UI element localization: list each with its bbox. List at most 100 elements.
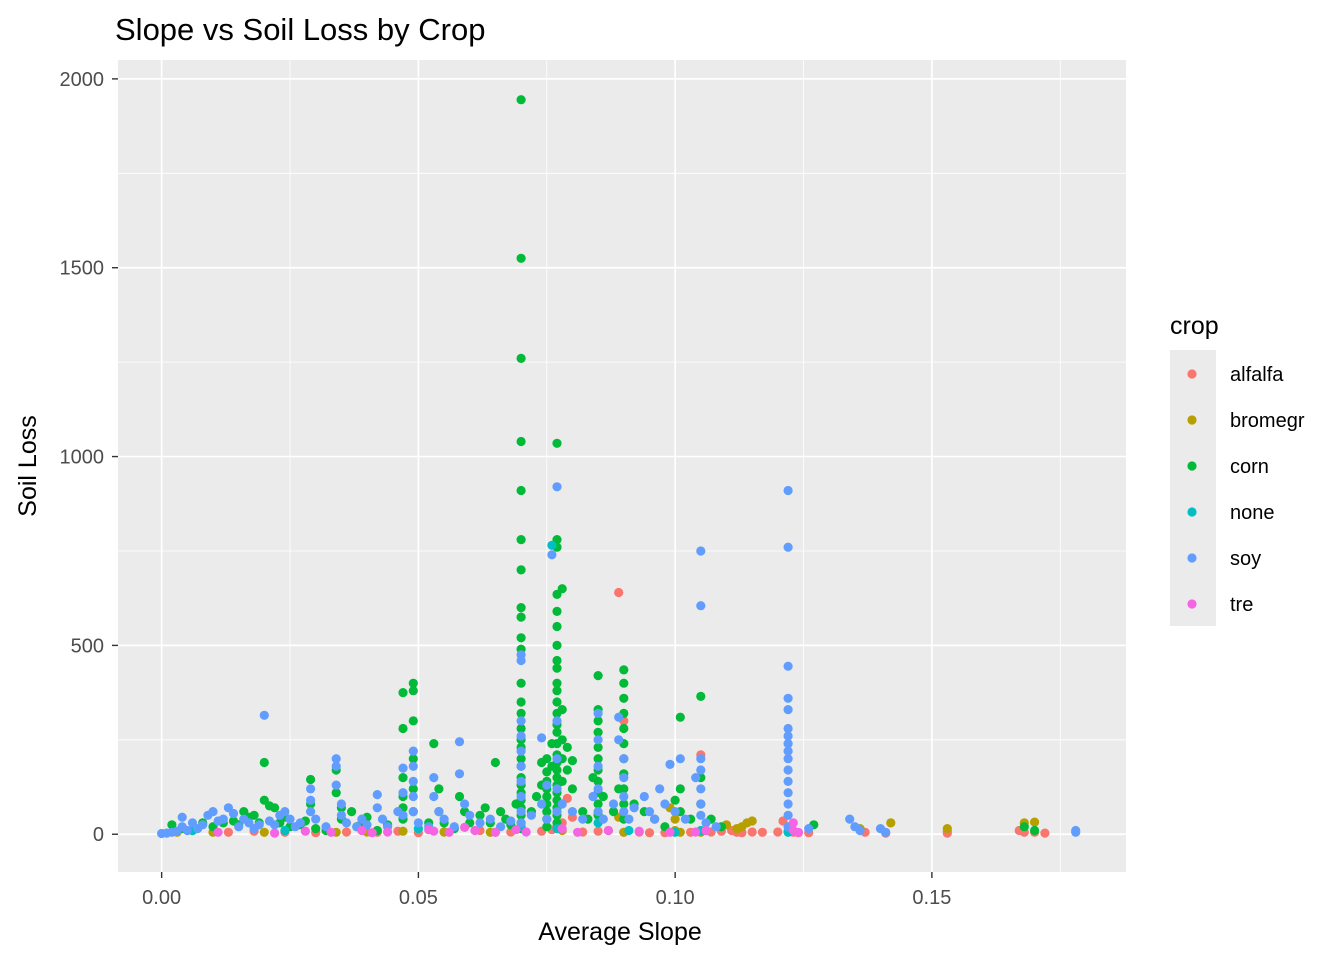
data-point-soy [542,814,552,824]
data-point-corn [593,716,603,726]
data-point-bromegr [1030,817,1040,827]
data-point-soy [608,799,619,809]
data-point-corn [552,621,562,632]
data-point-corn [675,784,685,794]
data-point-corn [516,565,526,575]
data-point-soy [434,807,444,817]
data-point-soy [783,739,793,749]
legend-key-background [1170,350,1216,626]
data-point-corn [311,824,321,834]
data-point-corn [1019,822,1029,832]
data-point-corn [593,776,603,787]
data-point-soy [537,799,547,809]
data-point-soy [804,824,814,834]
y-tick-label: 2000 [60,69,105,91]
data-point-none [280,825,290,836]
data-point-soy [408,791,418,802]
legend-label-none: none [1230,502,1275,524]
data-point-tre [701,825,711,836]
data-point-tre [573,827,583,837]
data-point-alfalfa [1040,828,1050,838]
legend-label-bromegr: bromegr [1230,410,1305,432]
data-point-soy [639,791,649,802]
legend-key-corn [1187,461,1197,471]
data-point-corn [408,678,418,688]
data-point-soy [665,759,675,770]
data-point-soy [783,754,793,764]
plot-panel [118,60,1126,872]
data-point-tre [444,827,454,837]
data-point-corn [619,784,629,794]
data-point-soy [475,818,485,828]
data-point-soy [593,708,603,719]
legend-key-bromegr [1187,415,1197,425]
y-tick-label: 1500 [60,258,105,280]
data-point-tre [691,827,701,837]
data-point-corn [619,693,629,703]
data-point-soy [398,810,408,820]
data-points [157,95,1081,839]
y-axis-ticks: 0 500 1000 1500 2000 [60,69,118,846]
data-point-none [624,825,634,836]
data-point-corn [516,678,526,688]
data-point-corn [398,773,408,783]
y-tick-label: 1000 [60,447,105,469]
data-point-corn [542,822,552,832]
data-point-soy [619,791,629,802]
data-point-soy [526,810,537,820]
data-point-soy [408,761,418,771]
data-point-soy [783,693,793,703]
data-point-soy [280,807,290,817]
y-tick-label: 500 [71,635,104,657]
data-point-corn [490,757,500,768]
data-point-alfalfa [773,827,783,837]
data-point-corn [567,756,578,766]
data-point-corn [557,705,567,715]
data-point-corn [531,791,542,802]
data-point-corn [306,774,316,785]
legend-label-corn: corn [1230,456,1269,478]
data-point-soy [567,807,578,817]
data-point-tre [490,827,500,837]
data-point-corn [496,807,506,817]
data-point-soy [614,735,624,745]
data-point-soy [228,808,239,819]
data-point-corn [552,606,562,617]
legend-items: alfalfa bromegr corn none soy tre [1187,364,1305,616]
data-point-corn [398,688,408,698]
data-point-soy [372,790,382,800]
data-point-soy [259,710,269,720]
data-point-corn [259,757,269,768]
data-point-soy [696,546,706,556]
data-point-soy [177,812,187,822]
y-axis-title: Soil Loss [14,415,42,516]
data-point-soy [696,754,706,764]
data-point-corn [619,678,629,688]
data-point-soy [439,814,449,824]
data-point-soy [552,807,562,817]
data-point-corn [347,807,357,817]
data-point-bromegr [886,818,896,828]
data-point-corn [619,665,629,675]
data-point-corn [552,765,562,775]
data-point-soy [711,822,721,832]
data-point-tre [326,827,336,837]
data-point-corn [516,436,526,447]
x-axis-ticks: 0.00 0.05 0.10 0.15 [142,872,951,909]
data-point-corn [696,691,706,702]
data-point-soy [429,791,439,802]
data-point-soy [341,818,352,828]
data-point-soy [516,731,526,741]
data-point-soy [593,784,603,794]
data-point-corn [578,807,588,817]
data-point-corn [557,776,567,787]
data-point-tre [557,824,567,834]
data-point-soy [619,754,629,764]
data-point-corn [593,742,603,753]
data-point-tre [793,827,804,837]
data-point-tre [300,826,310,836]
data-point-corn [167,820,177,830]
data-point-corn [542,791,552,802]
data-point-soy [701,818,711,828]
data-point-corn [516,612,526,622]
